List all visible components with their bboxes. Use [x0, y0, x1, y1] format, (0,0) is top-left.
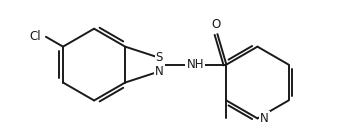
Text: NH: NH — [186, 58, 204, 71]
Text: N: N — [260, 112, 269, 122]
Text: O: O — [211, 17, 220, 30]
Text: S: S — [155, 51, 163, 64]
Text: Cl: Cl — [29, 30, 40, 43]
Text: N: N — [155, 65, 164, 78]
